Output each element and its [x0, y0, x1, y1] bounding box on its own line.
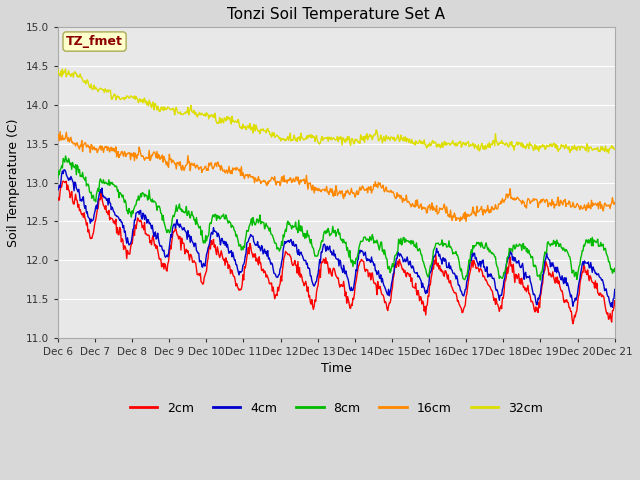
Text: TZ_fmet: TZ_fmet: [66, 35, 123, 48]
Legend: 2cm, 4cm, 8cm, 16cm, 32cm: 2cm, 4cm, 8cm, 16cm, 32cm: [125, 397, 548, 420]
Title: Tonzi Soil Temperature Set A: Tonzi Soil Temperature Set A: [227, 7, 445, 22]
Y-axis label: Soil Temperature (C): Soil Temperature (C): [7, 118, 20, 247]
X-axis label: Time: Time: [321, 362, 351, 375]
